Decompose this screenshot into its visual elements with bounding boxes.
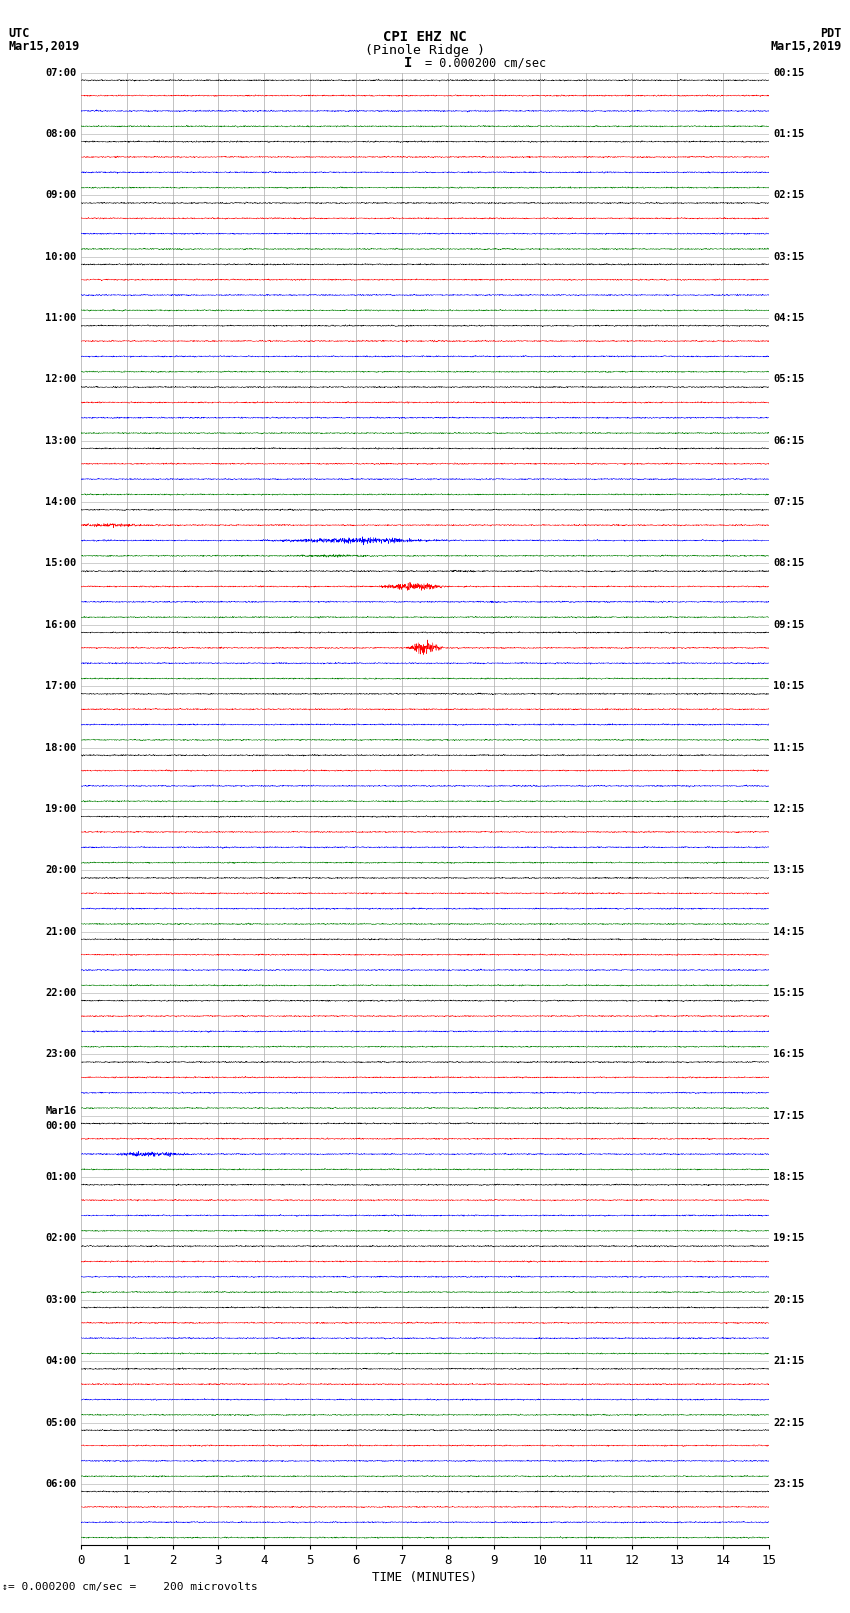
Text: 15:15: 15:15 xyxy=(774,989,805,998)
Text: 20:00: 20:00 xyxy=(45,865,76,876)
Text: 22:15: 22:15 xyxy=(774,1418,805,1428)
Text: (Pinole Ridge ): (Pinole Ridge ) xyxy=(365,44,485,56)
X-axis label: TIME (MINUTES): TIME (MINUTES) xyxy=(372,1571,478,1584)
Text: 12:15: 12:15 xyxy=(774,803,805,815)
Text: 11:00: 11:00 xyxy=(45,313,76,323)
Text: 15:00: 15:00 xyxy=(45,558,76,568)
Text: 03:15: 03:15 xyxy=(774,252,805,261)
Text: Mar16: Mar16 xyxy=(45,1107,76,1116)
Text: 04:00: 04:00 xyxy=(45,1357,76,1366)
Text: 09:00: 09:00 xyxy=(45,190,76,200)
Text: 13:15: 13:15 xyxy=(774,865,805,876)
Text: 09:15: 09:15 xyxy=(774,619,805,629)
Text: 21:00: 21:00 xyxy=(45,926,76,937)
Text: 06:15: 06:15 xyxy=(774,436,805,445)
Text: 02:00: 02:00 xyxy=(45,1234,76,1244)
Text: = 0.000200 cm/sec: = 0.000200 cm/sec xyxy=(425,56,546,69)
Text: 13:00: 13:00 xyxy=(45,436,76,445)
Text: 22:00: 22:00 xyxy=(45,989,76,998)
Text: 04:15: 04:15 xyxy=(774,313,805,323)
Text: 12:00: 12:00 xyxy=(45,374,76,384)
Text: = 0.000200 cm/sec =    200 microvolts: = 0.000200 cm/sec = 200 microvolts xyxy=(8,1582,258,1592)
Text: 16:00: 16:00 xyxy=(45,619,76,629)
Text: 01:00: 01:00 xyxy=(45,1173,76,1182)
Text: 00:00: 00:00 xyxy=(45,1121,76,1131)
Text: 21:15: 21:15 xyxy=(774,1357,805,1366)
Text: I: I xyxy=(404,56,412,69)
Text: 23:00: 23:00 xyxy=(45,1050,76,1060)
Text: 03:00: 03:00 xyxy=(45,1295,76,1305)
Text: 08:15: 08:15 xyxy=(774,558,805,568)
Text: 01:15: 01:15 xyxy=(774,129,805,139)
Text: 11:15: 11:15 xyxy=(774,742,805,753)
Text: 23:15: 23:15 xyxy=(774,1479,805,1489)
Text: 14:15: 14:15 xyxy=(774,926,805,937)
Text: 00:15: 00:15 xyxy=(774,68,805,77)
Text: 08:00: 08:00 xyxy=(45,129,76,139)
Text: 07:00: 07:00 xyxy=(45,68,76,77)
Text: 17:00: 17:00 xyxy=(45,681,76,692)
Text: 19:15: 19:15 xyxy=(774,1234,805,1244)
Text: 14:00: 14:00 xyxy=(45,497,76,506)
Text: PDT: PDT xyxy=(820,27,842,40)
Text: 07:15: 07:15 xyxy=(774,497,805,506)
Text: CPI EHZ NC: CPI EHZ NC xyxy=(383,31,467,44)
Text: ↕: ↕ xyxy=(2,1582,7,1592)
Text: 18:15: 18:15 xyxy=(774,1173,805,1182)
Text: 10:15: 10:15 xyxy=(774,681,805,692)
Text: 02:15: 02:15 xyxy=(774,190,805,200)
Text: 10:00: 10:00 xyxy=(45,252,76,261)
Text: 20:15: 20:15 xyxy=(774,1295,805,1305)
Text: 17:15: 17:15 xyxy=(774,1111,805,1121)
Text: 06:00: 06:00 xyxy=(45,1479,76,1489)
Text: 18:00: 18:00 xyxy=(45,742,76,753)
Text: Mar15,2019: Mar15,2019 xyxy=(8,40,80,53)
Text: 16:15: 16:15 xyxy=(774,1050,805,1060)
Text: 19:00: 19:00 xyxy=(45,803,76,815)
Text: 05:00: 05:00 xyxy=(45,1418,76,1428)
Text: UTC: UTC xyxy=(8,27,30,40)
Text: 05:15: 05:15 xyxy=(774,374,805,384)
Text: Mar15,2019: Mar15,2019 xyxy=(770,40,842,53)
